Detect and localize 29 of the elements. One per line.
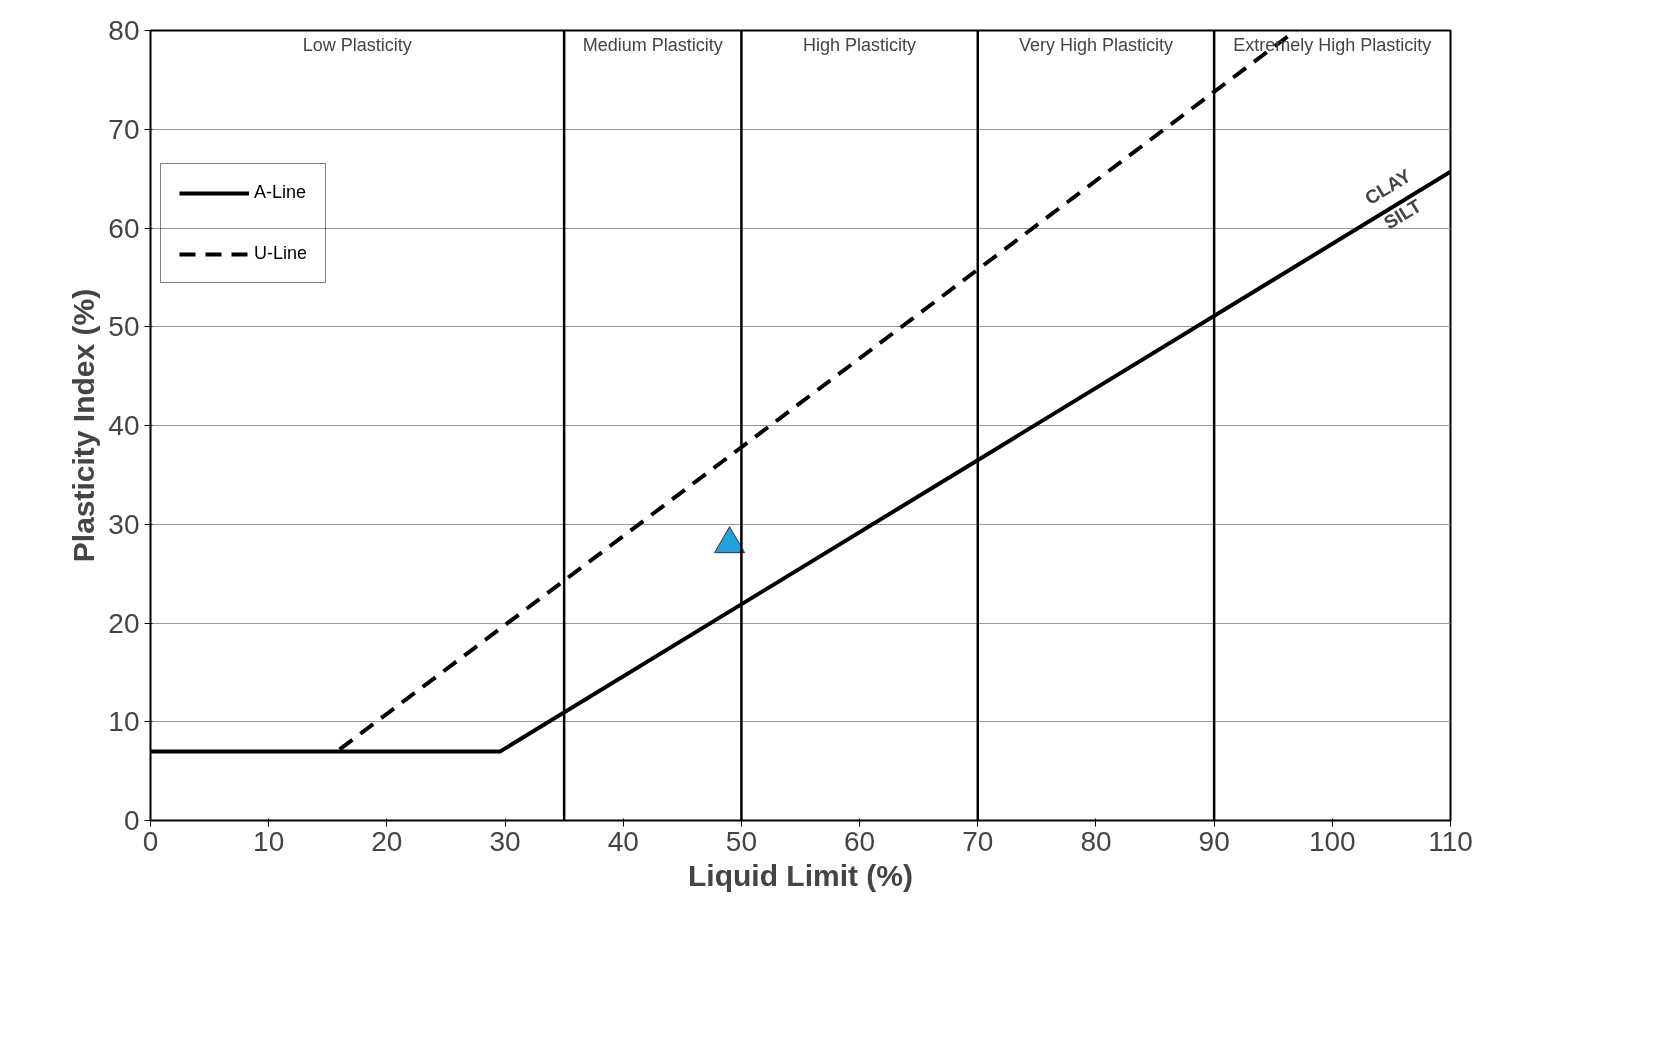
y-tick-label: 50	[108, 311, 140, 343]
annotation: High Plasticity	[803, 34, 917, 55]
y-tick-label: 0	[123, 805, 140, 836]
x-tick-label: 50	[725, 825, 757, 857]
y-tick-label: 80	[108, 15, 140, 46]
x-tick-label: 40	[607, 825, 639, 857]
annotation: Extremely High Plasticity	[1233, 34, 1432, 55]
x-tick-label: 90	[1198, 825, 1230, 857]
x-tick-label: 70	[962, 825, 994, 857]
x-tick-label: 60	[844, 825, 876, 857]
x-tick-label: 10	[253, 825, 285, 857]
y-tick-label: 60	[108, 212, 140, 244]
x-tick-label: 100	[1308, 825, 1356, 857]
legend-label: U-Line	[254, 243, 308, 264]
y-tick-label: 30	[108, 508, 140, 540]
x-tick-label: 30	[489, 825, 521, 857]
y-tick-label: 20	[108, 607, 140, 639]
annotation: Medium Plasticity	[582, 34, 723, 55]
x-tick-label: 20	[371, 825, 403, 857]
y-tick-label: 10	[108, 706, 140, 738]
y-axis-title: Plasticity Index (%)	[67, 288, 101, 563]
annotation: Very High Plasticity	[1018, 34, 1173, 55]
x-axis-title: Liquid Limit (%)	[688, 858, 913, 892]
y-tick-label: 70	[108, 113, 140, 145]
y-tick-label: 40	[108, 410, 140, 441]
x-tick-label: 110	[1428, 825, 1473, 857]
legend-label: A-Line	[254, 182, 307, 203]
x-tick-label: 80	[1080, 825, 1112, 857]
annotation: Low Plasticity	[302, 34, 412, 55]
